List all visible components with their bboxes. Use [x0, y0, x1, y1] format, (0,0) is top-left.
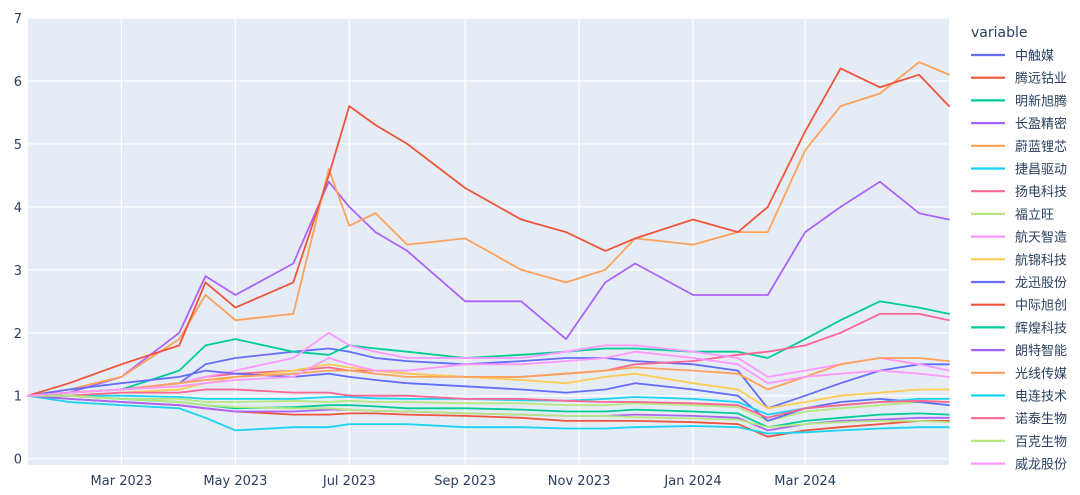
- legend-item[interactable]: 朗特智能: [971, 344, 1067, 359]
- legend-item[interactable]: 辉煌科技: [971, 321, 1067, 336]
- y-tick-label: 7: [14, 12, 22, 27]
- legend-label: 腾远钴业: [1015, 71, 1067, 87]
- legend-item[interactable]: 中触媒: [971, 49, 1054, 64]
- legend-item[interactable]: 蔚蓝锂芯: [971, 140, 1067, 155]
- legend-label: 捷昌驱动: [1015, 163, 1067, 178]
- legend-item[interactable]: 福立旺: [971, 208, 1054, 223]
- legend-label: 中触媒: [1015, 49, 1054, 64]
- legend-label: 蔚蓝锂芯: [1015, 140, 1067, 155]
- x-tick-label: Nov 2023: [548, 474, 611, 489]
- legend-label: 明新旭腾: [1015, 93, 1067, 109]
- legend-label: 诺泰生物: [1015, 412, 1067, 427]
- legend-label: 威龙股份: [1015, 458, 1067, 473]
- y-gridlines: [28, 17, 949, 460]
- series-line-3[interactable]: [27, 180, 950, 397]
- x-axis-ticks: Mar 2023 May 2023 Jul 2023 Sep 2023 Nov 2023…: [91, 474, 836, 489]
- x-tick-label: Jul 2023: [322, 474, 376, 489]
- legend-item[interactable]: 龙迅股份: [971, 276, 1067, 291]
- x-tick-label: Mar 2023: [91, 474, 153, 489]
- y-tick-label: 2: [14, 327, 22, 342]
- series-line-11[interactable]: [27, 67, 950, 397]
- legend-item[interactable]: 航锦科技: [971, 252, 1067, 268]
- legend-label: 航锦科技: [1015, 252, 1067, 268]
- y-tick-label: 6: [14, 75, 22, 90]
- legend-item[interactable]: 扬电科技: [971, 185, 1067, 200]
- legend-label: 龙迅股份: [1015, 276, 1067, 291]
- series-line-17[interactable]: [27, 394, 950, 429]
- plot-area[interactable]: [28, 18, 949, 465]
- legend: variable 中触媒腾远钴业明新旭腾长盈精密蔚蓝锂芯捷昌驱动扬电科技福立旺航…: [971, 25, 1067, 473]
- legend-item[interactable]: 电连技术: [971, 389, 1067, 405]
- legend-label: 中际旭创: [1015, 299, 1067, 314]
- x-gridlines: [120, 18, 806, 465]
- x-tick-label: Sep 2023: [434, 474, 496, 489]
- y-tick-label: 4: [14, 201, 22, 216]
- series-line-14[interactable]: [27, 357, 950, 397]
- legend-item[interactable]: 航天智造: [971, 230, 1067, 246]
- legend-label: 长盈精密: [1015, 116, 1067, 132]
- series-line-7[interactable]: [27, 394, 950, 422]
- legend-item[interactable]: 明新旭腾: [971, 93, 1067, 109]
- legend-item[interactable]: 光线传媒: [971, 367, 1067, 382]
- legend-label: 电连技术: [1015, 389, 1067, 405]
- series-line-18[interactable]: [27, 350, 950, 397]
- legend-label: 扬电科技: [1015, 185, 1067, 200]
- legend-item[interactable]: 腾远钴业: [971, 71, 1067, 87]
- legend-label: 辉煌科技: [1015, 321, 1067, 336]
- legend-item[interactable]: 中际旭创: [971, 299, 1067, 314]
- legend-item[interactable]: 威龙股份: [971, 458, 1067, 473]
- legend-label: 百克生物: [1015, 435, 1067, 450]
- series-line-2[interactable]: [27, 300, 950, 397]
- series-lines: [27, 61, 950, 438]
- legend-items: 中触媒腾远钴业明新旭腾长盈精密蔚蓝锂芯捷昌驱动扬电科技福立旺航天智造航锦科技龙迅…: [971, 49, 1067, 473]
- legend-label: 福立旺: [1015, 208, 1054, 223]
- series-line-5[interactable]: [27, 394, 950, 435]
- x-tick-label: May 2023: [203, 474, 267, 489]
- legend-item[interactable]: 诺泰生物: [971, 412, 1067, 427]
- series-line-0[interactable]: [27, 347, 950, 410]
- x-tick-label: Mar 2024: [774, 474, 836, 489]
- y-tick-label: 1: [14, 390, 22, 405]
- legend-label: 朗特智能: [1015, 344, 1067, 359]
- x-tick-label: Jan 2024: [663, 474, 721, 489]
- y-axis-ticks: 0 1 2 3 4 5 6 7: [14, 12, 22, 468]
- legend-item[interactable]: 百克生物: [971, 435, 1067, 450]
- legend-title: variable: [971, 25, 1027, 41]
- legend-item[interactable]: 长盈精密: [971, 116, 1067, 132]
- legend-label: 航天智造: [1015, 230, 1067, 246]
- legend-item[interactable]: 捷昌驱动: [971, 163, 1067, 178]
- y-tick-label: 5: [14, 138, 22, 153]
- y-tick-label: 0: [14, 453, 22, 468]
- series-line-16[interactable]: [27, 388, 950, 419]
- series-line-8[interactable]: [27, 331, 950, 397]
- legend-label: 光线传媒: [1015, 367, 1067, 382]
- series-line-4[interactable]: [27, 61, 950, 397]
- y-tick-label: 3: [14, 264, 22, 279]
